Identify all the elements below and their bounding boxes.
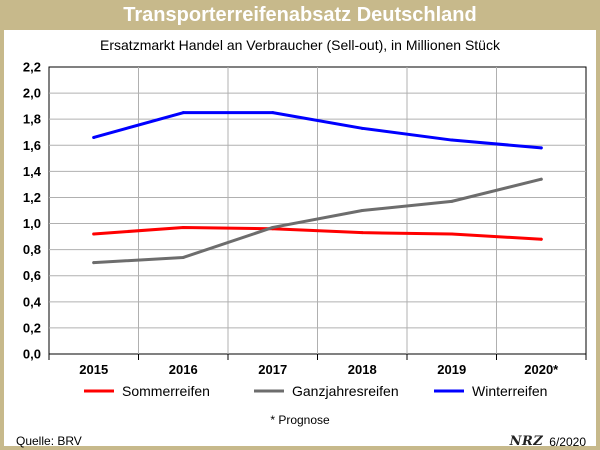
data-point-ganzjahresreifen [360,209,364,212]
y-tick-label: 1,4 [23,164,42,179]
legend-label: Sommerreifen [122,383,210,399]
y-tick-label: 1,8 [23,112,41,127]
data-point-winterreifen [450,138,454,142]
y-tick-label: 1,6 [23,138,41,153]
data-point-winterreifen [181,111,185,115]
series-line-sommerreifen [92,225,543,241]
y-tick-label: 1,2 [23,190,41,205]
y-tick-label: 2,2 [23,60,41,75]
x-tick-label: 2020* [524,362,559,377]
source-label: Quelle: BRV [16,434,82,448]
x-tick-label: 2017 [258,362,287,377]
y-tick-label: 0,2 [23,320,41,335]
y-tick-label: 0,6 [23,268,41,283]
legend-label: Ganzjahresreifen [292,383,399,399]
x-tick-label: 2018 [348,362,377,377]
y-tick-label: 2,0 [23,86,41,101]
x-tick-label: 2015 [79,362,108,377]
x-tick-label: 2019 [437,362,466,377]
publication-date: 6/2020 [549,434,586,449]
series-line-winterreifen [92,111,543,150]
page-title: Transporterreifenabsatz Deutschland [123,4,477,26]
y-tick-label: 0,8 [23,242,41,257]
chart-subtitle: Ersatzmarkt Handel an Verbraucher (Sell-… [100,37,501,53]
data-point-ganzjahresreifen [450,199,454,203]
data-point-sommerreifen [539,237,543,241]
data-point-sommerreifen [92,232,96,236]
line-chart: Ersatzmarkt Handel an Verbraucher (Sell-… [23,37,587,399]
data-point-ganzjahresreifen [181,255,185,259]
data-point-winterreifen [539,146,543,150]
y-tick-label: 1,0 [23,216,41,231]
data-point-sommerreifen [181,225,185,229]
data-point-winterreifen [360,126,364,130]
chart-panel: Ersatzmarkt Handel an Verbraucher (Sell-… [4,30,596,449]
data-point-sommerreifen [360,231,364,235]
series-line-ganzjahresreifen [92,177,543,265]
y-tick-label: 0,4 [23,294,42,309]
data-point-winterreifen [271,111,275,115]
data-point-winterreifen [92,135,96,139]
nrz-logo: NRZ [509,434,544,449]
legend-label: Winterreifen [472,383,547,399]
data-point-ganzjahresreifen [92,261,96,265]
data-point-sommerreifen [450,232,454,236]
y-tick-label: 0,0 [23,347,41,362]
data-point-ganzjahresreifen [539,177,543,181]
forecast-footnote: * Prognose [270,413,330,427]
x-tick-label: 2016 [169,362,198,377]
footer-brand: NRZ 6/2020 [510,434,586,449]
data-point-ganzjahresreifen [271,225,275,229]
